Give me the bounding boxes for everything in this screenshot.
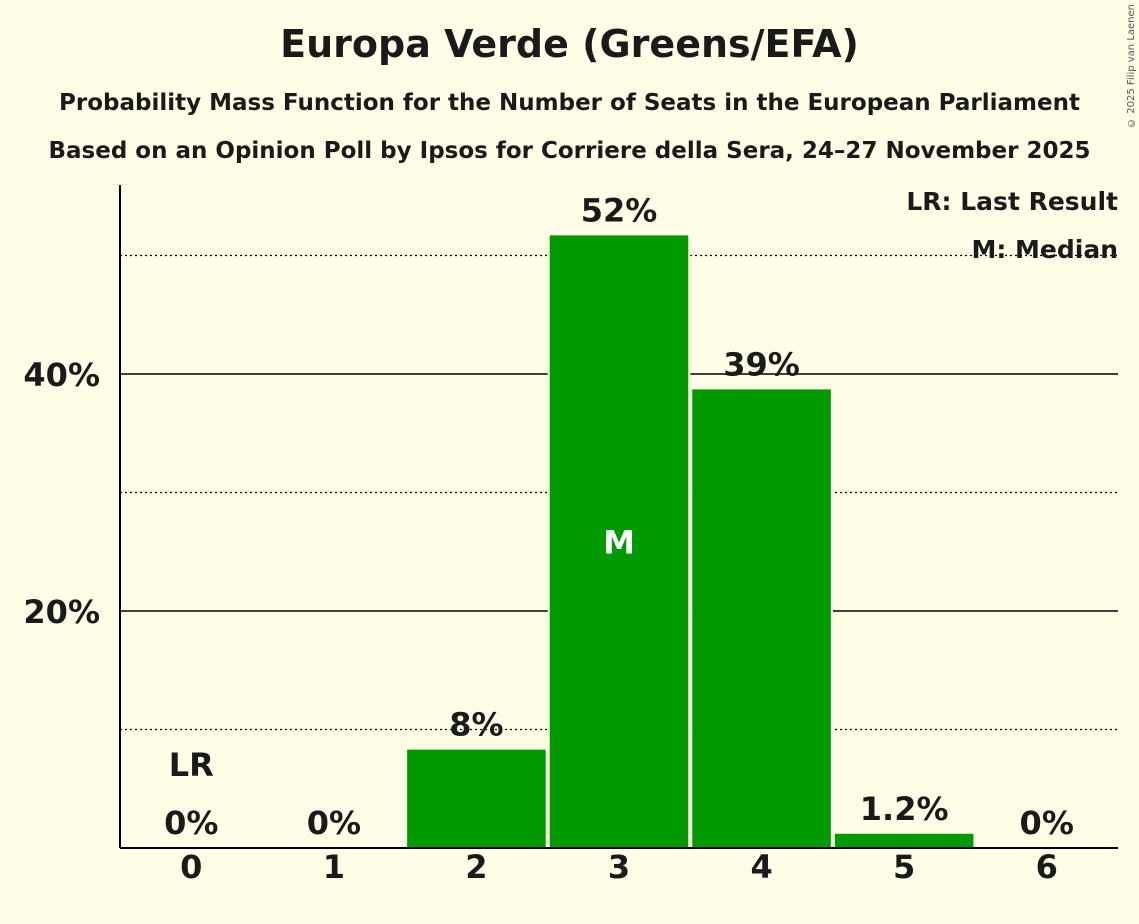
- data-label: 0%: [307, 804, 361, 842]
- data-label: 39%: [723, 345, 800, 383]
- y-tick-label: 40%: [23, 356, 100, 394]
- last-result-marker: LR: [169, 746, 214, 784]
- x-tick-label: 2: [465, 848, 487, 886]
- legend-entry: LR: Last Result: [906, 187, 1118, 216]
- bar: [407, 749, 546, 848]
- x-tick-label: 4: [750, 848, 772, 886]
- x-tick-label: 0: [180, 848, 202, 886]
- data-label: 0%: [1020, 804, 1074, 842]
- data-label: 0%: [164, 804, 218, 842]
- data-label: 8%: [449, 706, 503, 744]
- legend-entry: M: Median: [971, 235, 1118, 264]
- data-label: 52%: [581, 191, 658, 229]
- bar: [549, 235, 689, 849]
- x-tick-label: 3: [608, 848, 630, 886]
- x-tick-label: 6: [1036, 848, 1058, 886]
- bar: [834, 833, 974, 848]
- x-tick-label: 1: [323, 848, 345, 886]
- chart-source: Based on an Opinion Poll by Ipsos for Co…: [48, 138, 1091, 164]
- chart-subtitle: Probability Mass Function for the Number…: [59, 90, 1080, 116]
- data-label: 1.2%: [860, 790, 949, 828]
- bar: [692, 389, 831, 848]
- median-marker: M: [603, 524, 635, 562]
- chart-title: Europa Verde (Greens/EFA): [280, 22, 859, 66]
- y-tick-label: 20%: [23, 593, 100, 631]
- x-tick-label: 5: [893, 848, 915, 886]
